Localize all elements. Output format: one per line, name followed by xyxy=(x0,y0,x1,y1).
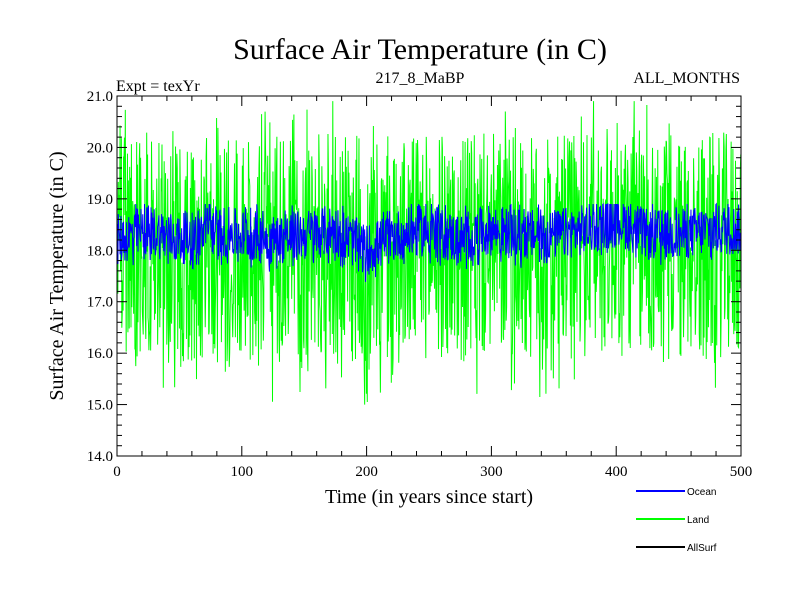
period-label: ALL_MONTHS xyxy=(633,70,740,87)
legend-label-allsurf: AllSurf xyxy=(687,543,717,554)
x-axis-label: Time (in years since start) xyxy=(325,486,533,508)
y-tick-label: 18.0 xyxy=(87,243,113,259)
y-tick-label: 15.0 xyxy=(87,398,113,414)
y-axis-label: Surface Air Temperature (in C) xyxy=(46,151,68,400)
y-tick-label: 21.0 xyxy=(87,89,113,105)
legend-label-land: Land xyxy=(687,515,709,526)
experiment-label: Expt = texYr xyxy=(116,78,200,95)
y-tick-label: 19.0 xyxy=(87,192,113,208)
series-line-ocean xyxy=(116,202,742,282)
axis-layer: 0 100 200 300 400 500 14.0 15.0 16.0 17.0 18.0 19.0… xyxy=(87,89,753,480)
legend: Ocean Land AllSurf xyxy=(636,487,717,554)
series-layer xyxy=(116,101,742,405)
legend-label-ocean: Ocean xyxy=(687,487,716,498)
x-tick-label: 0 xyxy=(113,464,121,480)
y-tick-label: 16.0 xyxy=(87,346,113,362)
x-tick-label: 100 xyxy=(231,464,254,480)
series-line-land xyxy=(116,101,742,405)
y-tick-label: 20.0 xyxy=(87,140,113,156)
x-tick-label: 300 xyxy=(480,464,503,480)
y-tick-label: 14.0 xyxy=(87,449,113,465)
x-tick-label: 400 xyxy=(605,464,628,480)
chart-subtitle: 217_8_MaBP xyxy=(376,70,465,87)
y-tick-label: 17.0 xyxy=(87,295,113,311)
x-tick-label: 200 xyxy=(355,464,378,480)
plot-frame xyxy=(116,95,742,457)
x-tick-label: 500 xyxy=(730,464,753,480)
chart-title: Surface Air Temperature (in C) xyxy=(233,33,607,66)
